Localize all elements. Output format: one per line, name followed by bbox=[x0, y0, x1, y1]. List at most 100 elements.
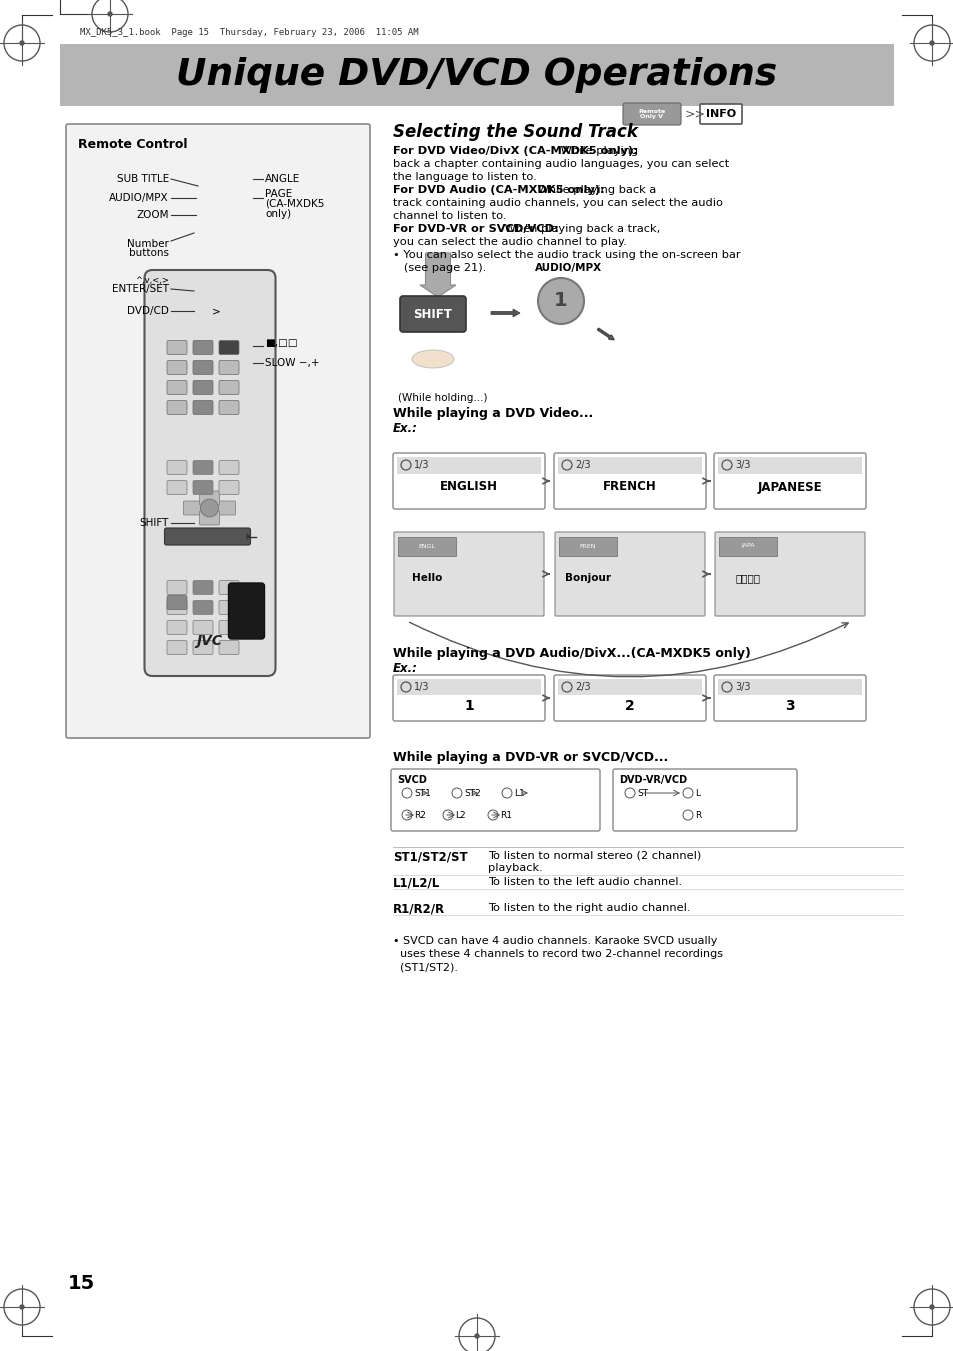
Bar bbox=[397, 536, 456, 557]
FancyBboxPatch shape bbox=[399, 296, 465, 332]
FancyBboxPatch shape bbox=[554, 453, 705, 509]
FancyBboxPatch shape bbox=[393, 676, 544, 721]
Text: playback.: playback. bbox=[488, 863, 542, 873]
Text: Unique DVD/VCD Operations: Unique DVD/VCD Operations bbox=[176, 57, 777, 93]
Text: INFO: INFO bbox=[705, 109, 736, 119]
Text: L1/L2/L: L1/L2/L bbox=[393, 877, 439, 890]
Text: ZOOM: ZOOM bbox=[136, 209, 169, 220]
FancyBboxPatch shape bbox=[219, 640, 239, 654]
Circle shape bbox=[20, 1305, 24, 1309]
Bar bbox=[558, 457, 701, 474]
Text: track containing audio channels, you can select the audio: track containing audio channels, you can… bbox=[393, 199, 722, 208]
Text: MX_DK5_3_1.book  Page 15  Thursday, February 23, 2006  11:05 AM: MX_DK5_3_1.book Page 15 Thursday, Februa… bbox=[80, 28, 418, 36]
Text: JAPANESE: JAPANESE bbox=[757, 481, 821, 493]
Text: 1/3: 1/3 bbox=[414, 682, 429, 692]
FancyArrow shape bbox=[597, 328, 614, 339]
Text: (ST1/ST2).: (ST1/ST2). bbox=[393, 962, 457, 971]
FancyBboxPatch shape bbox=[394, 532, 543, 616]
FancyBboxPatch shape bbox=[219, 600, 239, 615]
FancyBboxPatch shape bbox=[219, 461, 239, 474]
Text: ST: ST bbox=[637, 789, 647, 797]
Text: ANGLE: ANGLE bbox=[265, 174, 300, 184]
Text: While playing: While playing bbox=[557, 146, 638, 155]
FancyBboxPatch shape bbox=[193, 481, 213, 494]
FancyBboxPatch shape bbox=[391, 769, 599, 831]
FancyBboxPatch shape bbox=[167, 361, 187, 374]
Text: While playing a DVD Audio/DivX...(CA-MXDK5 only): While playing a DVD Audio/DivX...(CA-MXD… bbox=[393, 647, 750, 661]
Text: While playing a DVD Video...: While playing a DVD Video... bbox=[393, 407, 593, 420]
FancyBboxPatch shape bbox=[167, 596, 187, 609]
Text: L1: L1 bbox=[514, 789, 524, 797]
FancyBboxPatch shape bbox=[193, 361, 213, 374]
FancyBboxPatch shape bbox=[555, 532, 704, 616]
Text: PAGE: PAGE bbox=[265, 189, 292, 199]
Text: JVC: JVC bbox=[196, 634, 222, 648]
FancyBboxPatch shape bbox=[193, 381, 213, 394]
Circle shape bbox=[929, 41, 933, 45]
FancyBboxPatch shape bbox=[164, 528, 251, 544]
Text: R: R bbox=[695, 811, 700, 820]
FancyBboxPatch shape bbox=[167, 640, 187, 654]
FancyBboxPatch shape bbox=[183, 501, 203, 515]
FancyBboxPatch shape bbox=[144, 270, 275, 676]
FancyBboxPatch shape bbox=[622, 103, 680, 126]
Text: the language to listen to.: the language to listen to. bbox=[393, 172, 537, 182]
Circle shape bbox=[200, 499, 218, 517]
Text: 1: 1 bbox=[554, 292, 567, 311]
Text: 1/3: 1/3 bbox=[414, 459, 429, 470]
Circle shape bbox=[475, 1333, 478, 1337]
Text: Ex.:: Ex.: bbox=[393, 422, 417, 435]
FancyBboxPatch shape bbox=[167, 461, 187, 474]
Text: SVCD: SVCD bbox=[396, 775, 426, 785]
FancyBboxPatch shape bbox=[167, 581, 187, 594]
Text: To listen to normal stereo (2 channel): To listen to normal stereo (2 channel) bbox=[488, 851, 700, 861]
Text: SLOW −,+: SLOW −,+ bbox=[265, 358, 319, 367]
FancyBboxPatch shape bbox=[219, 581, 239, 594]
Text: R1: R1 bbox=[499, 811, 512, 820]
Text: AUDIO/MPX: AUDIO/MPX bbox=[110, 193, 169, 203]
Text: 1: 1 bbox=[464, 698, 474, 713]
Text: (CA-MXDK5: (CA-MXDK5 bbox=[265, 199, 324, 209]
Bar bbox=[396, 680, 540, 694]
Text: For DVD Video/DivX (CA-MXDK5 only):: For DVD Video/DivX (CA-MXDK5 only): bbox=[393, 146, 638, 155]
Bar bbox=[718, 457, 862, 474]
Text: For DVD Audio (CA-MXDK5 only):: For DVD Audio (CA-MXDK5 only): bbox=[393, 185, 604, 195]
FancyArrow shape bbox=[491, 309, 519, 317]
Text: R1/R2/R: R1/R2/R bbox=[393, 902, 445, 916]
FancyBboxPatch shape bbox=[613, 769, 796, 831]
Text: uses these 4 channels to record two 2-channel recordings: uses these 4 channels to record two 2-ch… bbox=[393, 948, 722, 959]
FancyBboxPatch shape bbox=[167, 600, 187, 615]
Bar bbox=[719, 536, 776, 557]
Text: ENGLISH: ENGLISH bbox=[439, 481, 497, 493]
FancyBboxPatch shape bbox=[700, 104, 741, 124]
Text: R2: R2 bbox=[414, 811, 425, 820]
FancyBboxPatch shape bbox=[199, 490, 219, 505]
Text: • SVCD can have 4 audio channels. Karaoke SVCD usually: • SVCD can have 4 audio channels. Karaok… bbox=[393, 936, 717, 946]
Text: For DVD-VR or SVCD/VCD:: For DVD-VR or SVCD/VCD: bbox=[393, 224, 558, 234]
FancyBboxPatch shape bbox=[193, 461, 213, 474]
Ellipse shape bbox=[412, 350, 454, 367]
Text: Remote
Only V: Remote Only V bbox=[638, 108, 665, 119]
Text: Number: Number bbox=[127, 239, 169, 249]
FancyBboxPatch shape bbox=[714, 532, 864, 616]
Text: Hello: Hello bbox=[412, 573, 442, 584]
Text: >: > bbox=[212, 305, 220, 316]
Text: 3/3: 3/3 bbox=[734, 682, 750, 692]
Bar bbox=[718, 680, 862, 694]
Text: Selecting the Sound Track: Selecting the Sound Track bbox=[393, 123, 638, 141]
Text: While playing a DVD-VR or SVCD/VCD...: While playing a DVD-VR or SVCD/VCD... bbox=[393, 751, 667, 765]
Text: ENGL: ENGL bbox=[418, 543, 435, 549]
FancyBboxPatch shape bbox=[219, 620, 239, 635]
FancyBboxPatch shape bbox=[193, 640, 213, 654]
FancyArrow shape bbox=[419, 253, 456, 297]
FancyBboxPatch shape bbox=[199, 511, 219, 526]
Text: おはよう: おはよう bbox=[735, 573, 760, 584]
Text: SHIFT: SHIFT bbox=[414, 308, 452, 320]
FancyBboxPatch shape bbox=[219, 340, 239, 354]
Text: (see page 21).: (see page 21). bbox=[393, 263, 486, 273]
Text: Ex.:: Ex.: bbox=[393, 662, 417, 676]
Circle shape bbox=[20, 41, 24, 45]
FancyBboxPatch shape bbox=[219, 381, 239, 394]
Text: 2/3: 2/3 bbox=[575, 682, 590, 692]
Text: back a chapter containing audio languages, you can select: back a chapter containing audio language… bbox=[393, 159, 728, 169]
